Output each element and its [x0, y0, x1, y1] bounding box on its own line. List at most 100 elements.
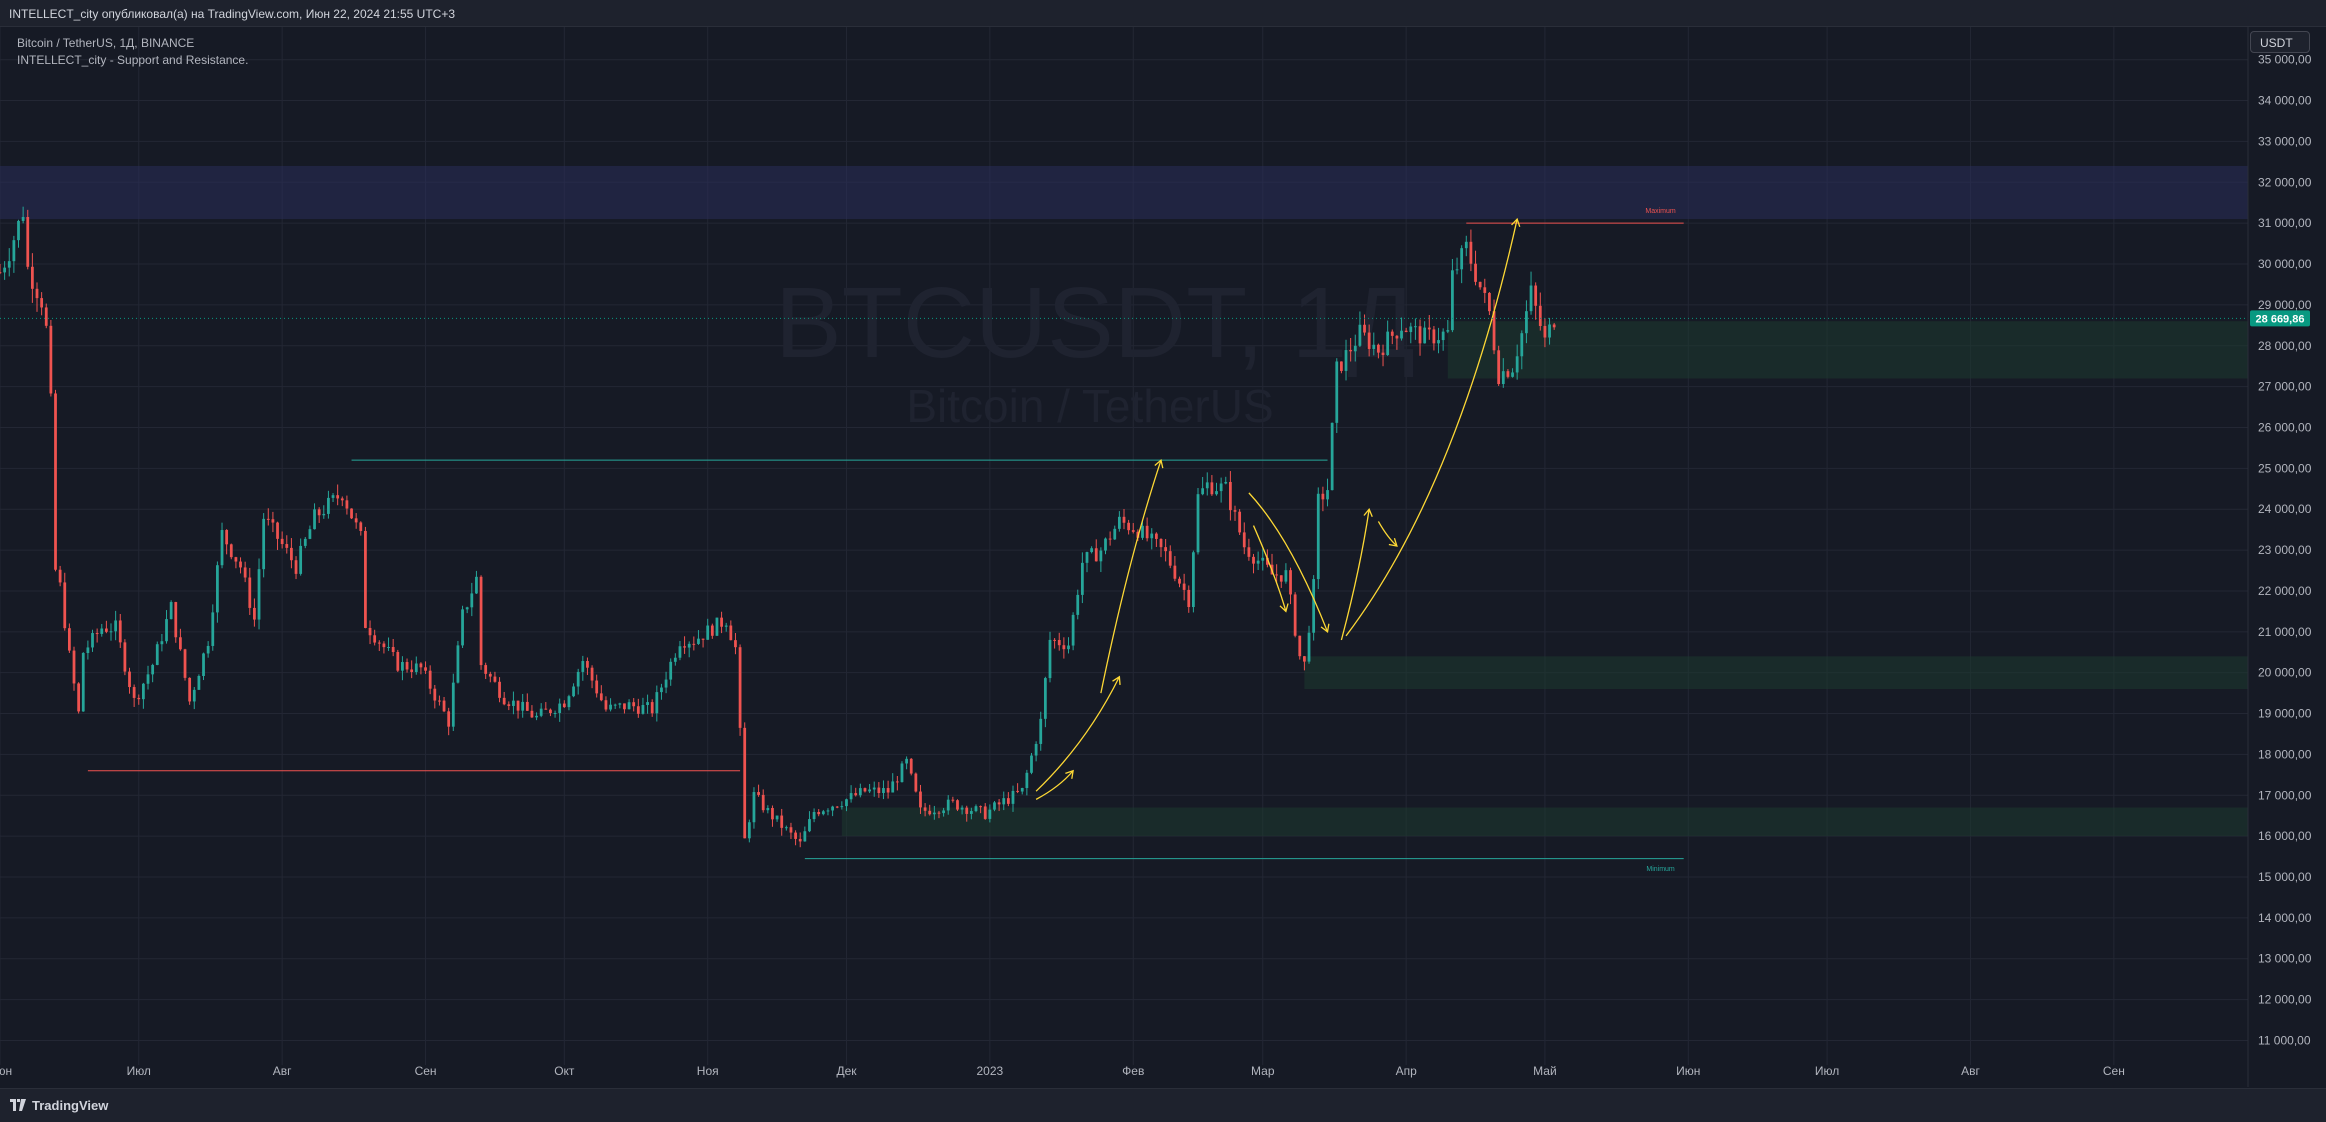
candle-body [1423, 327, 1427, 344]
candle-body [965, 807, 969, 814]
candle-body [202, 653, 205, 677]
candle-body [216, 565, 219, 613]
candle-body [447, 711, 451, 727]
candle-body [655, 692, 659, 714]
candle-body [780, 815, 784, 828]
candle-body [174, 602, 178, 638]
drawing-arrow [1345, 218, 1518, 637]
candle-body [1224, 481, 1228, 484]
candle-body [188, 677, 192, 702]
candle-body [544, 708, 548, 710]
candle-body [1141, 525, 1144, 538]
candles [0, 206, 1556, 848]
candle-body [165, 619, 168, 642]
candle-body [475, 576, 478, 594]
candle-body [72, 650, 76, 684]
candle-body [743, 727, 747, 839]
candle-body [673, 657, 677, 662]
y-tick-label: 13 000,00 [2258, 952, 2312, 966]
candle-body [1529, 285, 1533, 312]
candle-body [1011, 790, 1015, 804]
candle-body [1307, 632, 1311, 662]
candle-body [493, 676, 497, 682]
candle-body [1492, 311, 1496, 351]
y-tick-label: 32 000,00 [2258, 175, 2312, 189]
candle-body [969, 811, 973, 814]
candle-body [1182, 583, 1186, 590]
drawing-arrow [1248, 492, 1329, 633]
candle-body [1196, 494, 1200, 553]
candle-body [142, 683, 145, 700]
candle-body [618, 703, 622, 705]
candle-body [1256, 560, 1260, 564]
candle-body [1515, 356, 1519, 373]
candle-body [1062, 645, 1066, 650]
price-axis[interactable] [2248, 27, 2326, 1087]
candle-body [345, 500, 349, 509]
candle-body [715, 617, 719, 636]
drawing-arrow-head [1279, 603, 1289, 613]
y-tick-label: 29 000,00 [2258, 298, 2312, 312]
candle-body [419, 663, 423, 668]
watermark-name: Bitcoin / TetherUS [906, 380, 1273, 432]
y-tick-label: 24 000,00 [2258, 502, 2312, 516]
candle-body [30, 266, 34, 289]
candle-body [1053, 639, 1057, 641]
candle-body [336, 495, 340, 499]
candle-body [280, 538, 284, 545]
candle-body [1034, 743, 1038, 756]
candle-body [720, 617, 723, 627]
drawing-arrow [1340, 509, 1370, 641]
attribution-text: INTELLECT_city опубликовал(а) на Trading… [9, 7, 456, 21]
candle-body [1261, 557, 1265, 561]
resistance-zone [0, 165, 2248, 220]
candle-body [909, 758, 913, 774]
candle-body [669, 661, 673, 680]
candle-body [1548, 324, 1551, 338]
y-axis-labels: 11 000,00 12 000,00 13 000,00 14 000,00 15 0… [2258, 53, 2312, 1048]
candle-body [535, 715, 538, 718]
candle-body [840, 806, 844, 808]
candle-body [414, 663, 418, 673]
candle-body [1316, 493, 1320, 580]
currency-button[interactable]: USDT [2250, 31, 2310, 53]
tradingview-logo-icon [10, 1099, 26, 1111]
y-tick-label: 21 000,00 [2258, 625, 2312, 639]
candle-body [1030, 755, 1033, 773]
candle-body [313, 509, 316, 530]
candle-body [946, 799, 950, 811]
candle-body [771, 808, 774, 820]
candle-body [1404, 330, 1408, 333]
candle-body [1117, 516, 1121, 529]
candle-body [988, 809, 992, 819]
candle-body [1506, 371, 1510, 377]
candle-body [576, 671, 580, 687]
y-tick-label: 23 000,00 [2258, 543, 2312, 557]
candle-body [484, 665, 488, 674]
candle-body [271, 519, 275, 523]
candle-body [1335, 361, 1339, 423]
drawing-arrow [1100, 459, 1162, 694]
candle-body [979, 806, 982, 808]
candle-body [1552, 324, 1556, 328]
candle-body [169, 602, 173, 620]
candle-body [58, 569, 62, 583]
candle-body [678, 646, 682, 658]
candle-body [132, 687, 136, 698]
candle-body [1113, 528, 1117, 540]
candle-body [1330, 422, 1334, 491]
candle-body [197, 676, 201, 690]
candle-body [997, 802, 1001, 805]
candle-body [276, 522, 279, 539]
candle-body [234, 557, 238, 562]
candle-body [1275, 574, 1279, 576]
x-tick-label: 2023 [977, 1064, 1004, 1078]
price-chart[interactable]: BTCUSDT, 1Д Bitcoin / TetherUS Maximum Mi… [0, 27, 2326, 1087]
candle-body [364, 530, 367, 628]
candle-body [253, 607, 256, 620]
candle-body [1312, 579, 1316, 633]
x-tick-label: Июн [1676, 1064, 1700, 1078]
candle-body [1441, 331, 1445, 341]
y-tick-label: 28 000,00 [2258, 339, 2312, 353]
candle-body [507, 704, 511, 706]
